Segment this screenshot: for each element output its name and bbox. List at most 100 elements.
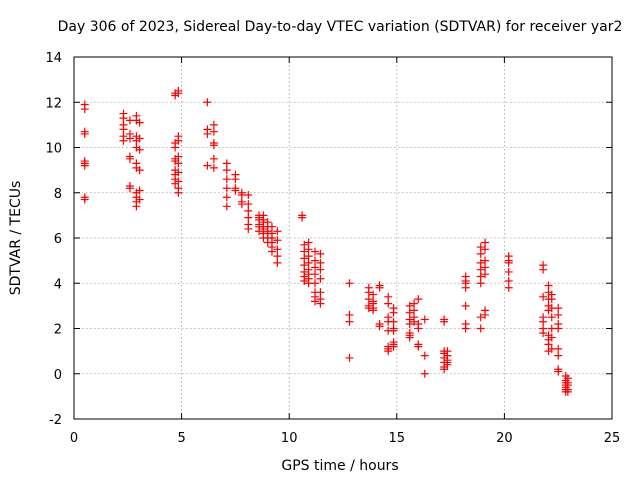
data-point — [420, 315, 429, 324]
plot-frame — [73, 56, 613, 420]
data-point — [539, 265, 548, 274]
data-point — [345, 353, 354, 362]
data-point — [476, 279, 485, 288]
data-point — [544, 340, 553, 349]
data-point — [554, 351, 563, 360]
data-point — [119, 125, 128, 134]
data-point — [311, 247, 320, 256]
data-point — [171, 143, 180, 152]
data-point — [389, 308, 398, 317]
x-tick-label: 10 — [281, 431, 298, 446]
data-point — [405, 301, 414, 310]
data-point — [440, 365, 449, 374]
y-tick-label: 10 — [45, 142, 62, 157]
data-point — [476, 324, 485, 333]
data-point — [203, 161, 212, 170]
data-point — [300, 254, 309, 263]
axis-ticks: 0 5 10 15 20 25 -2 0 2 4 6 8 10 12 14 — [45, 51, 620, 446]
data-point — [135, 186, 144, 195]
data-point — [554, 324, 563, 333]
data-point — [135, 134, 144, 143]
data-point — [345, 310, 354, 319]
data-point — [420, 351, 429, 360]
data-point — [481, 263, 490, 272]
data-point — [384, 347, 393, 356]
data-point — [547, 295, 556, 304]
data-point — [504, 283, 513, 292]
data-point — [244, 191, 253, 200]
data-point — [209, 127, 218, 136]
data-point — [273, 252, 282, 261]
y-tick-label: 0 — [54, 368, 62, 383]
data-point — [304, 238, 313, 247]
data-point — [539, 292, 548, 301]
data-point — [476, 258, 485, 267]
data-point — [414, 324, 423, 333]
data-point — [539, 329, 548, 338]
y-tick-label: 4 — [54, 277, 62, 292]
chart-title: Day 306 of 2023, Sidereal Day-to-day VTE… — [58, 19, 623, 35]
data-point — [255, 227, 264, 236]
data-point — [244, 200, 253, 209]
data-point — [504, 267, 513, 276]
y-tick-label: -2 — [49, 413, 62, 428]
data-point — [476, 265, 485, 274]
data-point — [125, 134, 134, 143]
data-point — [547, 333, 556, 342]
data-point — [481, 256, 490, 265]
data-point — [304, 245, 313, 254]
data-point — [414, 342, 423, 351]
data-point — [405, 319, 414, 328]
data-point — [554, 304, 563, 313]
x-tick-label: 20 — [496, 431, 513, 446]
data-point — [222, 202, 231, 211]
data-point — [504, 276, 513, 285]
data-point — [209, 141, 218, 150]
data-point — [405, 308, 414, 317]
data-point — [461, 283, 470, 292]
data-point — [410, 306, 419, 315]
data-point — [231, 186, 240, 195]
data-point — [384, 299, 393, 308]
data-point — [135, 145, 144, 154]
data-point — [345, 317, 354, 326]
data-point — [316, 265, 325, 274]
data-point — [273, 258, 282, 267]
data-point — [237, 188, 246, 197]
y-tick-label: 2 — [54, 323, 62, 338]
data-point — [481, 270, 490, 279]
grid — [74, 57, 612, 419]
data-point — [125, 184, 134, 193]
data-point — [174, 152, 183, 161]
data-point — [420, 369, 429, 378]
data-point — [273, 236, 282, 245]
data-points — [80, 86, 572, 396]
data-point — [364, 288, 373, 297]
data-point — [119, 136, 128, 145]
data-point — [244, 224, 253, 233]
data-point — [300, 276, 309, 285]
data-point — [547, 313, 556, 322]
data-point — [135, 118, 144, 127]
data-point — [267, 247, 276, 256]
data-point — [316, 258, 325, 267]
data-point — [222, 175, 231, 184]
data-point — [476, 272, 485, 281]
data-point — [203, 129, 212, 138]
y-tick-label: 12 — [45, 96, 62, 111]
data-point — [410, 317, 419, 326]
data-point — [539, 317, 548, 326]
x-tick-label: 25 — [604, 431, 621, 446]
data-point — [410, 299, 419, 308]
data-point — [80, 105, 89, 114]
data-point — [222, 184, 231, 193]
data-point — [311, 279, 320, 288]
data-point — [461, 301, 470, 310]
data-point — [316, 299, 325, 308]
data-point — [481, 310, 490, 319]
data-point — [316, 274, 325, 283]
data-point — [476, 313, 485, 322]
y-tick-label: 14 — [45, 51, 62, 66]
data-point — [132, 202, 141, 211]
